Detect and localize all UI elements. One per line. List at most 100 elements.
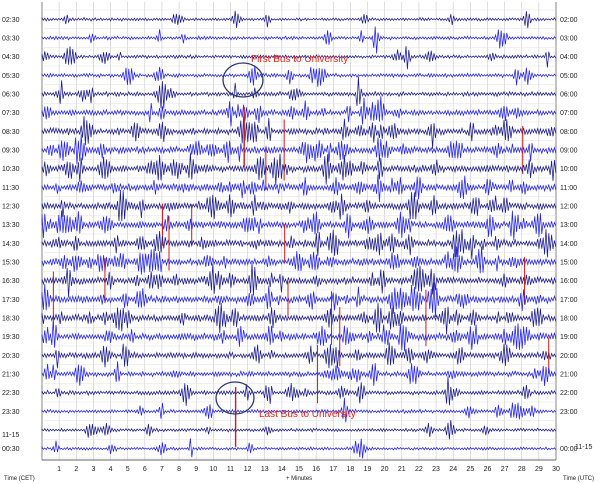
- x-tick-label: 11: [227, 466, 234, 473]
- x-tick-label: 25: [466, 466, 474, 473]
- row-label-right: 05:00: [560, 73, 578, 80]
- first-bus-annotation: First Bus to University: [251, 54, 348, 65]
- trace-row-5: [41, 76, 557, 109]
- x-tick-label: 17: [329, 466, 337, 473]
- row-label-right: 00:00: [560, 446, 578, 453]
- x-tick-label: 24: [449, 466, 457, 473]
- row-label-left: 18:30: [2, 316, 20, 323]
- trace-row-18: [41, 320, 557, 352]
- x-tick-label: 5: [126, 466, 130, 473]
- row-label-right: 23:00: [560, 409, 578, 416]
- trace-row-17: [41, 302, 557, 335]
- x-tick-label: 23: [432, 466, 440, 473]
- x-tick-label: 8: [177, 466, 181, 473]
- trace-row-7: [41, 116, 557, 149]
- row-label-right: 03:00: [560, 36, 578, 43]
- row-label-left: 14:30: [2, 241, 20, 248]
- row-label-left: 16:30: [2, 278, 20, 285]
- x-tick-label: 18: [347, 466, 355, 473]
- date-label-right: 11-15: [575, 444, 592, 451]
- row-label-right: 11:00: [560, 185, 577, 192]
- row-label-left: 21:30: [2, 372, 20, 379]
- row-label-left: 02:30: [2, 17, 20, 24]
- x-tick-label: 9: [194, 466, 198, 473]
- x-tick-label: 13: [261, 466, 269, 473]
- x-tick-label: 1: [57, 466, 61, 473]
- x-tick-label: 6: [143, 466, 147, 473]
- trace-row-23: [41, 419, 557, 440]
- row-label-right: 08:00: [560, 129, 578, 136]
- x-tick-label: 12: [244, 466, 252, 473]
- row-label-left: 20:30: [2, 353, 20, 360]
- trace-row-19: [41, 342, 557, 369]
- row-label-right: 04:00: [560, 54, 578, 61]
- row-label-right: 20:00: [560, 353, 578, 360]
- row-label-right: 14:00: [560, 241, 578, 248]
- trace-row-2: [41, 26, 557, 54]
- row-label-right: 16:00: [560, 278, 578, 285]
- row-label-right: 10:00: [560, 166, 578, 173]
- row-label-left: 11:30: [2, 185, 19, 192]
- x-tick-label: 30: [552, 466, 560, 473]
- seismic-traces: [41, 10, 557, 459]
- x-tick-label: 14: [278, 466, 286, 473]
- x-tick-label: 16: [312, 466, 320, 473]
- annotations: First Bus to University Last Bus to Univ…: [215, 54, 356, 420]
- trace-row-21: [41, 376, 557, 406]
- row-label-left: 05:30: [2, 73, 20, 80]
- x-tick-label: 29: [535, 466, 543, 473]
- x-tick-label: 7: [160, 466, 164, 473]
- y-axis-label-left: Time (CET): [4, 476, 35, 482]
- row-label-right: 17:00: [560, 297, 578, 304]
- row-label-left: 17:30: [2, 297, 20, 304]
- trace-row-6: [41, 96, 557, 127]
- left-time-labels: 02:30 03:30 04:30 05:30 06:30 07:30 08:30 09:30…: [2, 17, 20, 453]
- row-label-left: 06:30: [2, 92, 20, 99]
- row-label-left: 19:30: [2, 334, 20, 341]
- row-label-left: 15:30: [2, 260, 20, 267]
- row-label-right: 19:00: [560, 334, 578, 341]
- trace-row-20: [41, 361, 557, 387]
- trace-row-4: [41, 65, 557, 87]
- row-label-left: 00:30: [2, 446, 20, 453]
- row-label-left: 08:30: [2, 129, 20, 136]
- x-tick-label: 2: [74, 466, 78, 473]
- row-label-left: 03:30: [2, 36, 20, 43]
- x-tick-labels: 1 2 3 4 5 6 7 8 9 10 11 12 13 14 15 16 17 18 19 20 21 22 23 24 2…: [57, 466, 560, 473]
- row-label-right: 22:00: [560, 390, 578, 397]
- first-bus-circle: [222, 62, 264, 98]
- trace-row-1: [41, 10, 557, 29]
- trace-row-14: [41, 246, 557, 275]
- row-label-right: 18:00: [560, 316, 578, 323]
- row-label-left: 10:30: [2, 166, 20, 173]
- trace-row-16: [41, 282, 557, 318]
- trace-row-13: [41, 229, 557, 260]
- x-tick-label: 27: [501, 466, 509, 473]
- row-label-right: 15:00: [560, 260, 578, 267]
- row-label-right: 07:00: [560, 110, 578, 117]
- row-label-right: 06:00: [560, 92, 578, 99]
- x-tick-label: 20: [381, 466, 389, 473]
- last-bus-circle: [215, 381, 255, 415]
- trace-row-8: [41, 134, 557, 164]
- row-label-left: 23:30: [2, 409, 20, 416]
- row-label-left: 12:30: [2, 204, 20, 211]
- row-label-right: 13:00: [560, 222, 578, 229]
- trace-row-11: [41, 189, 557, 222]
- trace-row-15: [41, 262, 557, 298]
- x-tick-label: 21: [398, 466, 406, 473]
- right-time-labels: 02:00 03:00 04:00 05:00 06:00 07:00 08:00 09:00…: [560, 17, 578, 453]
- trace-row-24: [41, 438, 557, 459]
- last-bus-annotation: Last Bus to University: [259, 409, 356, 420]
- row-label-right: 02:00: [560, 17, 578, 24]
- x-tick-label: 26: [484, 466, 492, 473]
- row-label-right: 12:00: [560, 204, 578, 211]
- row-label-left: 04:30: [2, 54, 20, 61]
- trace-row-3: [41, 46, 557, 70]
- trace-row-22: [41, 397, 557, 423]
- x-tick-label: 10: [209, 466, 217, 473]
- x-axis-label: + Minutes: [286, 476, 312, 482]
- date-label-left: 11-15: [2, 432, 19, 439]
- row-label-left: 13:30: [2, 222, 20, 229]
